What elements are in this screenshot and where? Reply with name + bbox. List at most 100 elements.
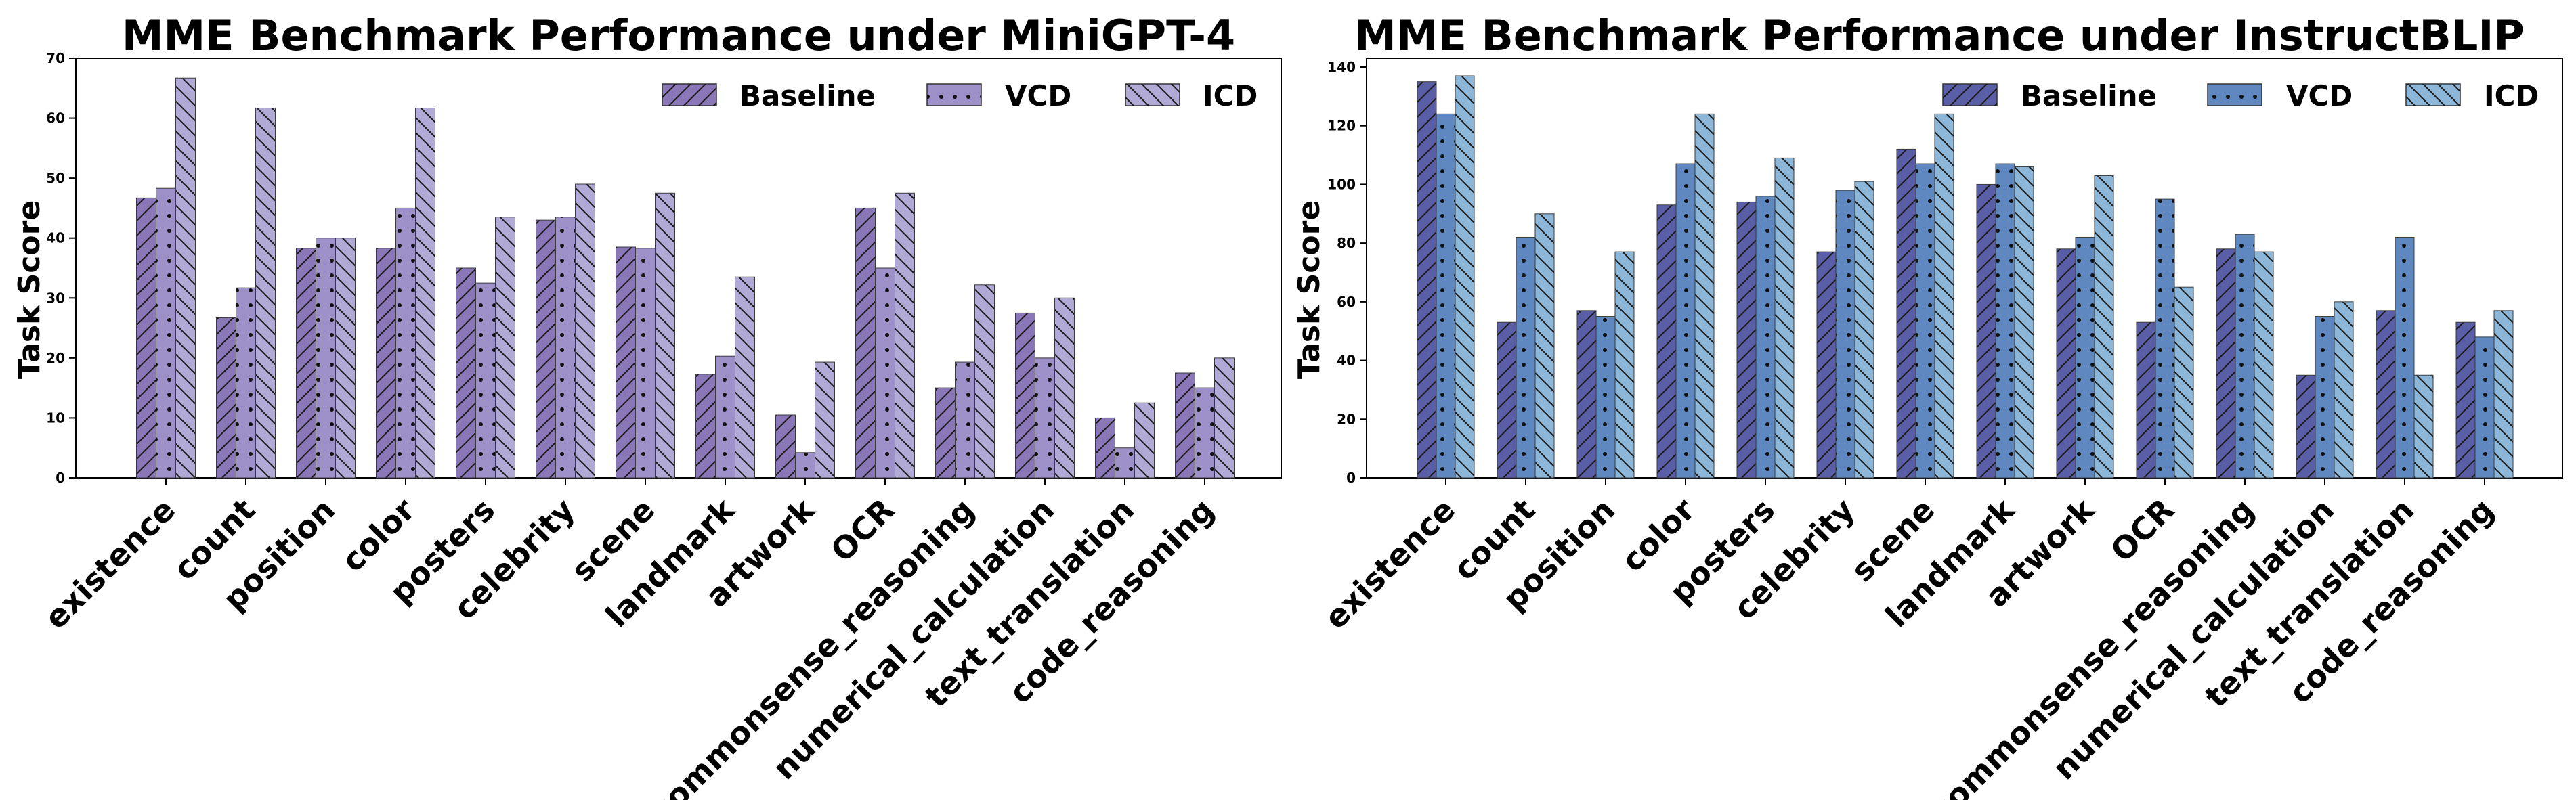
bar-vcd-code-reasoning-hatch [1195,387,1215,479]
legend-label-baseline: Baseline [739,79,876,112]
bar-icd-commonsense-reasoning-hatch [974,284,995,479]
legend: Baseline VCD ICD [662,79,1258,112]
bar-icd-artwork-hatch [815,361,835,479]
legend-item-icd: ICD [2405,79,2539,112]
legend: Baseline VCD ICD [1942,79,2539,112]
bar-baseline-color-hatch [376,248,396,479]
bar-icd-posters-hatch [495,217,515,479]
legend-label-vcd: VCD [2286,79,2353,112]
bar-vcd-existence-hatch [156,187,176,479]
x-tick-label: existence [1317,491,1462,636]
bar-icd-numerical-calculation-hatch [1054,297,1075,479]
bar-icd-color-hatch [415,108,435,479]
bar-baseline-numerical-calculation-hatch [1015,312,1035,479]
bar-icd-landmark-hatch [2014,166,2034,479]
y-tick-label: 50 [46,170,65,186]
bar-baseline-artwork-hatch [2056,248,2076,479]
bar-icd-landmark-hatch [735,276,755,479]
bar-vcd-commonsense-reasoning-hatch [955,361,975,479]
bar-icd-commonsense-reasoning-hatch [2254,251,2274,479]
y-tick-label: 70 [46,50,65,66]
y-tick-label: 40 [1337,353,1356,369]
axes-frame [75,58,1282,479]
x-axis-ticks: existencecountpositioncolorposterscelebr… [1317,478,2501,800]
legend-label-icd: ICD [1203,79,1258,112]
y-tick-label: 20 [46,350,65,366]
bar-icd-artwork-hatch [2094,175,2114,479]
bar-icd-scene-hatch [1934,113,1954,479]
bar-baseline-position-hatch [296,248,316,479]
bar-baseline-text-translation-hatch [1095,417,1115,479]
bar-vcd-position-hatch [316,238,336,479]
x-tick-label: existence [37,491,182,636]
legend-hatch-vcd [927,84,981,106]
bar-icd-posters-hatch [1774,157,1795,479]
bar-baseline-commonsense-reasoning-hatch [935,387,956,479]
y-tick-label: 10 [46,409,65,426]
bar-baseline-existence-hatch [136,197,156,479]
chart-title: MME Benchmark Performance under MiniGPT-… [122,11,1235,60]
bar-baseline-landmark-hatch [695,374,716,479]
y-tick-label: 0 [1346,470,1356,486]
bar-icd-text-translation-hatch [2413,374,2434,479]
bar-vcd-landmark-hatch [1995,163,2015,479]
y-axis-label: Task Score [12,200,47,379]
y-tick-label: 120 [1327,118,1356,134]
bar-baseline-color-hatch [1656,204,1677,479]
legend-item-icd: ICD [1125,79,1258,112]
legend-hatch-baseline [662,84,716,106]
bar-vcd-numerical-calculation-hatch [2315,316,2335,479]
y-axis-ticks: 0 20 40 60 80 100 120 140 [1327,59,1367,486]
bar-vcd-text-translation-hatch [2395,236,2415,479]
y-axis-ticks: 0 10 20 30 40 50 60 70 [46,50,76,486]
bar-vcd-posters-hatch [475,282,496,479]
legend-label-baseline: Baseline [2021,79,2157,112]
bar-vcd-existence-hatch [1436,113,1456,479]
bar-icd-count-hatch [1534,213,1555,479]
legend-item-baseline: Baseline [662,79,876,112]
bars [136,77,1235,479]
bar-baseline-posters-hatch [1736,201,1757,479]
bar-baseline-numerical-calculation-hatch [2296,374,2316,479]
legend-hatch-icd [1125,84,1180,106]
bar-vcd-posters-hatch [1755,196,1776,479]
y-tick-label: 60 [46,110,65,127]
bar-baseline-code-reasoning-hatch [1175,372,1195,479]
bar-baseline-celebrity-hatch [536,219,556,479]
bar-icd-scene-hatch [655,192,675,479]
bar-icd-celebrity-hatch [1854,181,1874,479]
bar-icd-existence-hatch [175,77,196,479]
y-tick-label: 140 [1327,59,1356,75]
bar-baseline-text-translation-hatch [2376,310,2396,479]
bar-baseline-existence-hatch [1417,81,1437,479]
bar-vcd-color-hatch [1675,163,1696,479]
legend-item-vcd: VCD [2207,79,2353,112]
bar-icd-numerical-calculation-hatch [2334,301,2354,479]
bar-vcd-landmark-hatch [715,355,735,479]
bar-baseline-ocr-hatch [2136,321,2156,479]
y-tick-label: 20 [1337,411,1356,427]
bar-vcd-text-translation-hatch [1115,447,1135,479]
chart-minigpt4: MME Benchmark Performance under MiniGPT-… [12,11,1282,800]
axes-frame [1366,58,2563,479]
y-axis-label: Task Score [1292,200,1327,379]
bar-vcd-numerical-calculation-hatch [1035,357,1055,479]
bar-vcd-code-reasoning-hatch [2474,336,2495,479]
chart-title: MME Benchmark Performance under Instruct… [1354,11,2525,60]
y-tick-label: 60 [1337,294,1356,310]
bar-vcd-ocr-hatch [875,267,895,479]
bar-icd-ocr-hatch [2174,286,2194,479]
bar-baseline-position-hatch [1576,310,1597,479]
bar-baseline-scene-hatch [616,246,636,479]
legend-label-vcd: VCD [1005,79,1071,112]
bar-baseline-celebrity-hatch [1816,251,1837,479]
plot-area: 0 10 20 30 40 50 60 70 existencecountpositionco… [37,50,1282,800]
bar-baseline-ocr-hatch [855,207,876,479]
bar-baseline-artwork-hatch [775,414,796,479]
bar-vcd-artwork-hatch [2075,236,2095,479]
y-tick-label: 0 [56,470,65,486]
bar-vcd-ocr-hatch [2155,198,2175,479]
bar-vcd-position-hatch [1595,316,1616,479]
plot-area: 0 20 40 60 80 100 120 140 existencecountpositio… [1317,58,2563,800]
